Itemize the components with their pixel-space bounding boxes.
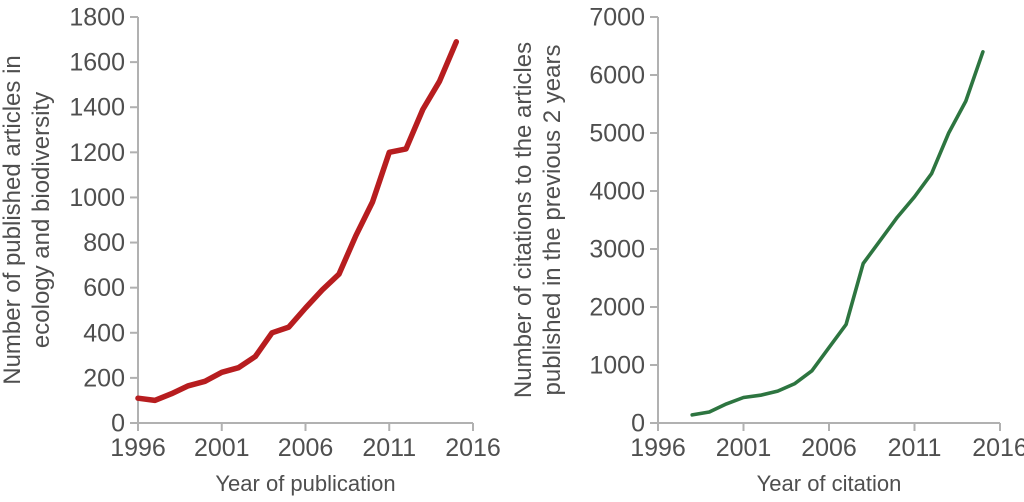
y-axis-title-line2: published in the previous 2 years	[539, 45, 566, 396]
x-tick-label: 2016	[445, 434, 501, 462]
y-tick-label: 5000	[589, 120, 645, 148]
data-line-citations-to-articles-previous-2-years	[690, 50, 985, 417]
x-tick-label: 1996	[110, 434, 166, 462]
citations-chart-canvas: 0 1000 2000 3000 4000 5000 6000 7000 1996 2001 200…	[512, 4, 1024, 497]
publications-chart-canvas: 0 200 400 600 800 1000 1200 1400 1600 1800 1996 200…	[0, 4, 501, 497]
x-tick-label: 2001	[716, 434, 772, 462]
data-line-published-articles-in-ecology-and-biodiversity	[135, 39, 460, 404]
y-tick-label: 1800	[69, 4, 125, 32]
x-axis-title: Year of citation	[757, 471, 902, 496]
y-tick-label: 1000	[69, 184, 125, 212]
x-axis-title: Year of publication	[215, 471, 395, 496]
y-tick-label: 200	[83, 364, 125, 392]
panel-publications: 0 200 400 600 800 1000 1200 1400 1600 1800 1996 200…	[0, 4, 501, 497]
y-tick-label: 0	[631, 410, 645, 438]
y-tick-label: 6000	[589, 62, 645, 90]
y-axis-title-line1: Number of published articles in	[0, 55, 26, 385]
x-tick-label: 2001	[194, 434, 250, 462]
x-tick-label: 1996	[630, 434, 686, 462]
panel-citations: 0 1000 2000 3000 4000 5000 6000 7000 1996 2001 200…	[512, 0, 1024, 502]
y-tick-label: 2000	[589, 294, 645, 322]
y-tick-label: 1000	[589, 352, 645, 380]
y-tick-label: 1200	[69, 139, 125, 167]
x-tick-label: 2006	[278, 434, 334, 462]
y-tick-label: 3000	[589, 236, 645, 264]
x-tick-label: 2011	[888, 434, 942, 462]
y-tick-label: 4000	[589, 178, 645, 206]
y-tick-label: 800	[83, 229, 125, 257]
x-tick-label: 2016	[972, 434, 1024, 462]
y-tick-label: 600	[83, 274, 125, 302]
y-axis-title-line2: ecology and biodiversity	[28, 92, 55, 348]
x-tick-label: 2006	[801, 434, 857, 462]
y-tick-label: 0	[111, 410, 125, 438]
y-tick-label: 1400	[69, 94, 125, 122]
x-tick-label: 2011	[362, 434, 416, 462]
y-tick-label: 7000	[589, 4, 645, 32]
y-tick-label: 1600	[69, 49, 125, 77]
y-axis-title-line1: Number of citations to the articles	[512, 42, 537, 398]
y-tick-label: 400	[83, 319, 125, 347]
